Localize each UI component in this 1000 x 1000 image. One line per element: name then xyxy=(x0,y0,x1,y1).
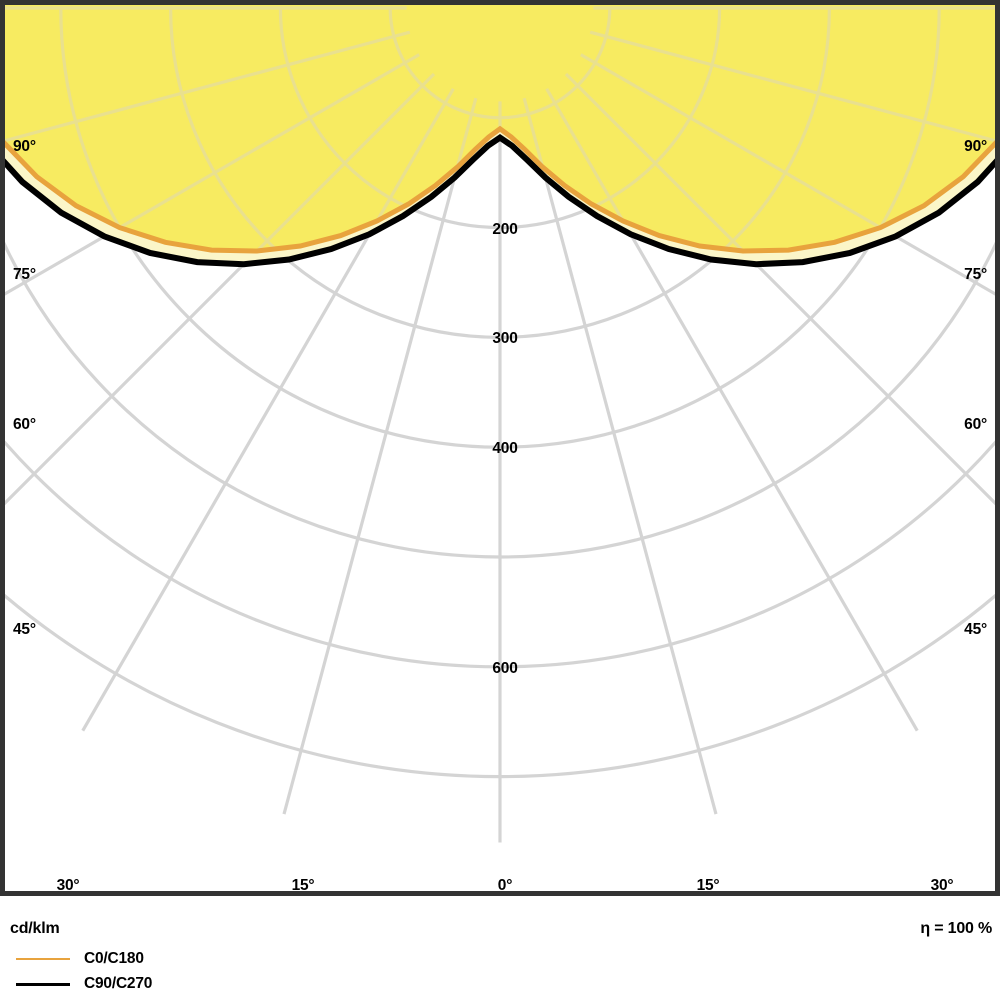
legend-line-swatch xyxy=(16,958,70,960)
right-angle-label-3: 45° xyxy=(964,621,987,638)
radial-value-label-300: 300 xyxy=(492,330,518,348)
radial-value-label-400: 400 xyxy=(492,440,518,458)
chart-frame: 90° 75° 60° 45° 90° 75° 60° 45° 30° 15° 0° 15° 30°… xyxy=(0,0,1000,896)
bottom-angle-label-3: 15° xyxy=(696,877,720,894)
polar-plot xyxy=(5,5,995,843)
legend-label: C0/C180 xyxy=(84,950,144,967)
legend-line-swatch xyxy=(16,983,70,986)
bottom-angle-label-2: 0° xyxy=(497,877,513,894)
efficiency-label: η = 100 % xyxy=(920,920,992,937)
left-angle-label-3: 45° xyxy=(13,621,36,638)
bottom-angle-label-0: 30° xyxy=(56,877,80,894)
unit-label: cd/klm xyxy=(10,920,60,937)
bottom-angle-label-1: 15° xyxy=(291,877,315,894)
right-angle-label-1: 75° xyxy=(964,266,987,283)
radial-value-label-200: 200 xyxy=(492,220,518,238)
left-angle-label-0: 90° xyxy=(13,138,36,155)
legend-label: C90/C270 xyxy=(84,975,153,992)
chart-footer: cd/klm η = 100 % C0/C180 C90/C270 xyxy=(0,896,1000,1000)
radial-value-label-600: 600 xyxy=(492,659,518,677)
left-angle-label-2: 60° xyxy=(13,416,36,433)
bottom-angle-label-4: 30° xyxy=(930,877,954,894)
left-angle-label-1: 75° xyxy=(13,266,36,283)
right-angle-label-2: 60° xyxy=(964,416,987,433)
right-angle-label-0: 90° xyxy=(964,138,987,155)
